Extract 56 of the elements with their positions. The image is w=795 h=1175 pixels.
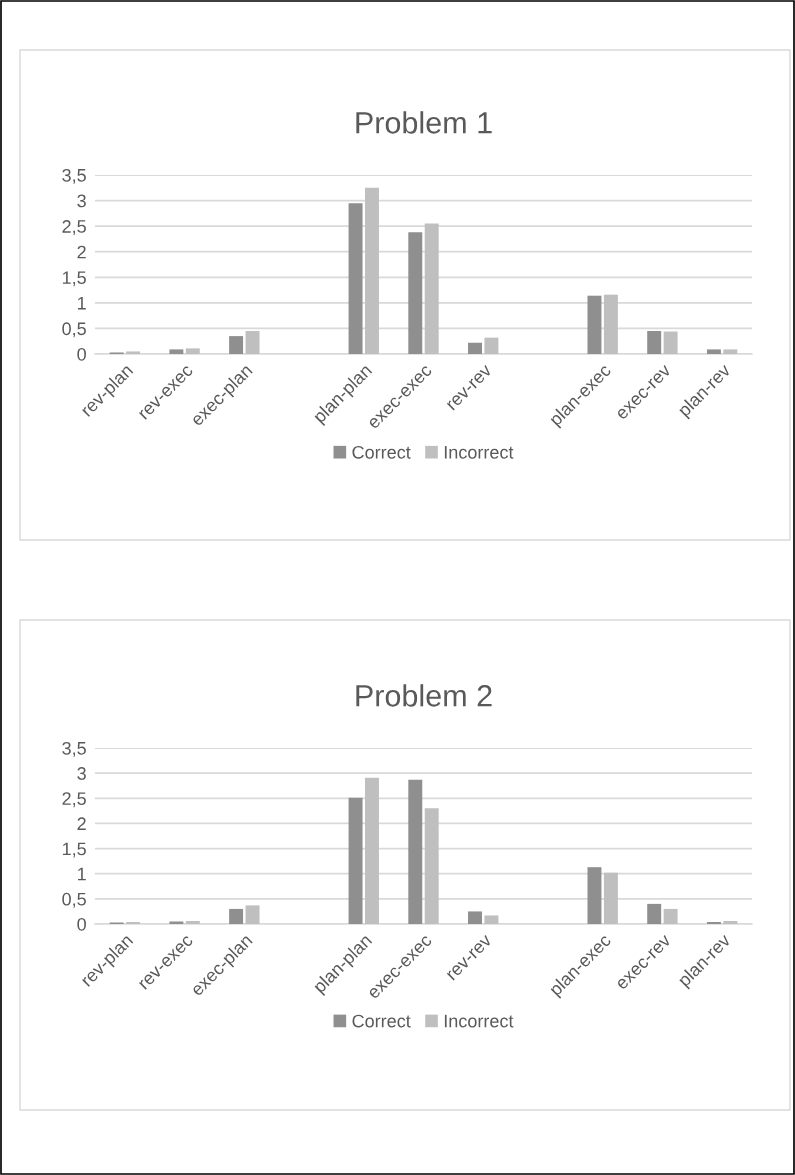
bar (245, 330, 260, 354)
bar (647, 330, 662, 354)
y-tick-label: 1 (78, 296, 86, 310)
bar (723, 920, 738, 924)
chart-title: Problem 1 (356, 111, 492, 134)
bar (229, 908, 244, 924)
bar (169, 349, 184, 354)
bar (484, 915, 499, 924)
y-tick-label: 3,5 (62, 741, 86, 757)
y-tick-label: 3 (77, 767, 86, 780)
bar (484, 337, 499, 354)
legend-label: Correct (352, 445, 411, 459)
bar (126, 921, 141, 924)
y-tick-label: 0,5 (62, 322, 86, 338)
chart-title: Problem 2 (356, 684, 492, 707)
bar (468, 911, 482, 924)
bar (587, 867, 602, 924)
bar (468, 342, 482, 354)
bar (706, 349, 721, 354)
bar (185, 920, 200, 924)
y-tick-label: 0 (77, 347, 86, 361)
bar (126, 351, 141, 354)
bar (348, 203, 363, 354)
bar (169, 921, 184, 924)
y-tick-label: 3,5 (62, 168, 86, 184)
bar (587, 295, 602, 354)
y-tick-label: 1 (78, 867, 86, 881)
bar (663, 331, 678, 354)
bar (603, 294, 618, 354)
bar (408, 232, 423, 354)
bar (348, 797, 363, 924)
bar (723, 349, 738, 354)
bar (706, 921, 721, 924)
bar (185, 348, 200, 354)
bar (424, 223, 439, 354)
bar (647, 903, 662, 924)
bar (229, 336, 244, 354)
bar (603, 872, 618, 924)
legend-label: Correct (352, 1014, 411, 1028)
bar (424, 808, 439, 924)
y-tick-label: 0,5 (62, 892, 86, 908)
y-tick-label: 2 (77, 817, 86, 830)
y-tick-label: 1,5 (62, 842, 86, 858)
y-tick-label: 1,5 (62, 271, 86, 287)
bar (365, 187, 379, 354)
legend-label: Incorrect (444, 1014, 514, 1028)
y-tick-label: 0 (77, 917, 86, 931)
y-tick-label: 2,5 (62, 792, 86, 808)
bar (663, 908, 678, 924)
legend-label: Incorrect (444, 446, 514, 459)
bar (408, 779, 423, 924)
bar (245, 905, 260, 924)
y-tick-label: 2 (77, 245, 86, 259)
bar (365, 777, 379, 924)
y-tick-label: 2,5 (62, 220, 86, 235)
y-tick-label: 3 (77, 194, 86, 208)
